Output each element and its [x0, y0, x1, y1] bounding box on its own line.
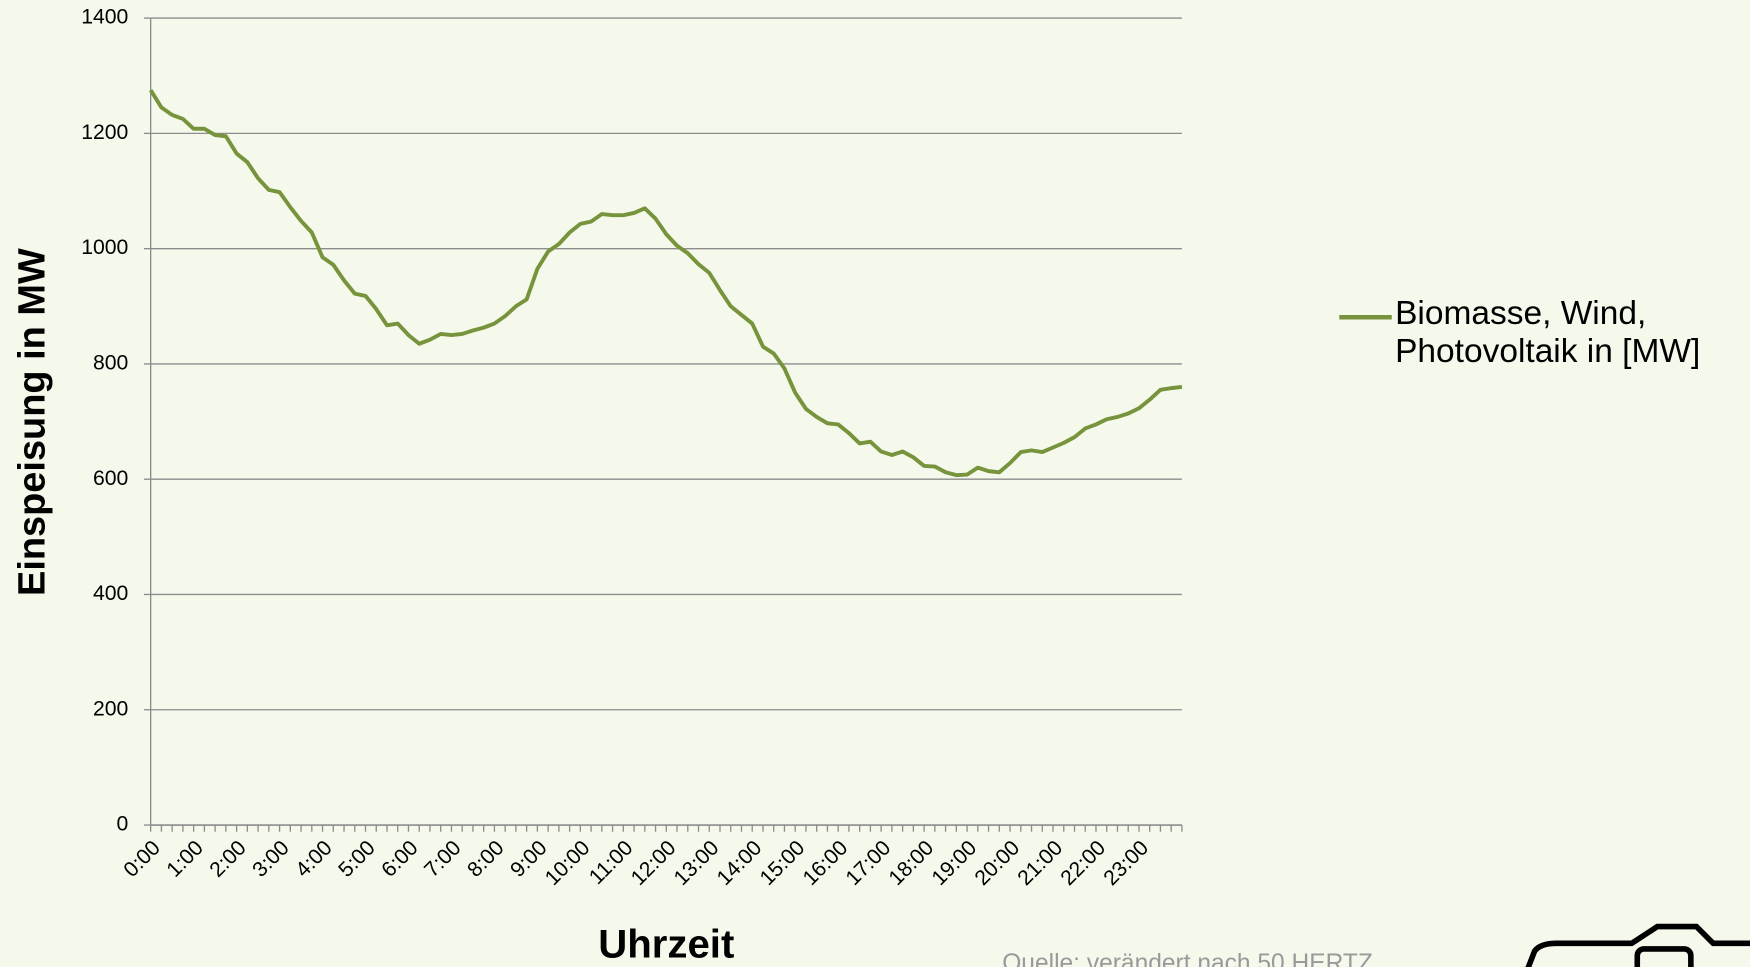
x-tick-label: 16:00 — [799, 836, 853, 890]
y-tick-label: 1000 — [81, 236, 128, 259]
x-tick-label: 4:00 — [291, 836, 336, 881]
x-tick-label: 23:00 — [1099, 836, 1153, 890]
x-tick-label: 15:00 — [756, 836, 810, 890]
x-tick-label: 21:00 — [1013, 836, 1067, 890]
x-tick-label: 0:00 — [119, 836, 164, 881]
x-tick-label: 3:00 — [248, 836, 293, 881]
y-tick-label: 600 — [93, 467, 128, 490]
y-tick-label: 1200 — [81, 121, 128, 144]
x-tick-label: 14:00 — [713, 836, 767, 890]
x-tick-label: 20:00 — [970, 836, 1024, 890]
legend-entry: Biomasse, Wind, Photovoltaik in [MW] — [1395, 294, 1701, 370]
series-line — [149, 89, 1183, 478]
x-tick-label: 10:00 — [541, 836, 595, 890]
x-tick-label: 6:00 — [377, 836, 422, 881]
x-tick-label: 18:00 — [885, 836, 939, 890]
legend-label: Biomasse, Wind, Photovoltaik in [MW] — [1395, 294, 1701, 370]
x-tick-label: 17:00 — [842, 836, 896, 890]
source-note: Quelle: verändert nach 50 HERTZ — [1002, 950, 1373, 967]
y-tick-label: 1400 — [81, 6, 128, 29]
x-tick-label: 2:00 — [205, 836, 250, 881]
y-tick-label: 200 — [93, 697, 128, 720]
x-tick-label: 19:00 — [928, 836, 982, 890]
x-tick-label: 12:00 — [627, 836, 681, 890]
x-tick-label: 13:00 — [670, 836, 724, 890]
y-tick-label: 800 — [93, 352, 128, 375]
x-tick-label: 1:00 — [162, 836, 207, 881]
x-tick-label: 8:00 — [463, 836, 508, 881]
x-tick-label: 11:00 — [585, 836, 638, 889]
x-tick-label: 7:00 — [420, 836, 465, 881]
y-axis-title: Einspeisung in MW — [12, 248, 54, 596]
y-tick-label: 400 — [93, 582, 128, 605]
y-tick-label: 0 — [117, 813, 129, 836]
x-axis-title: Uhrzeit — [598, 921, 734, 966]
x-tick-label: 22:00 — [1056, 836, 1110, 890]
logo — [1525, 923, 1750, 967]
x-tick-label: 5:00 — [334, 836, 379, 881]
